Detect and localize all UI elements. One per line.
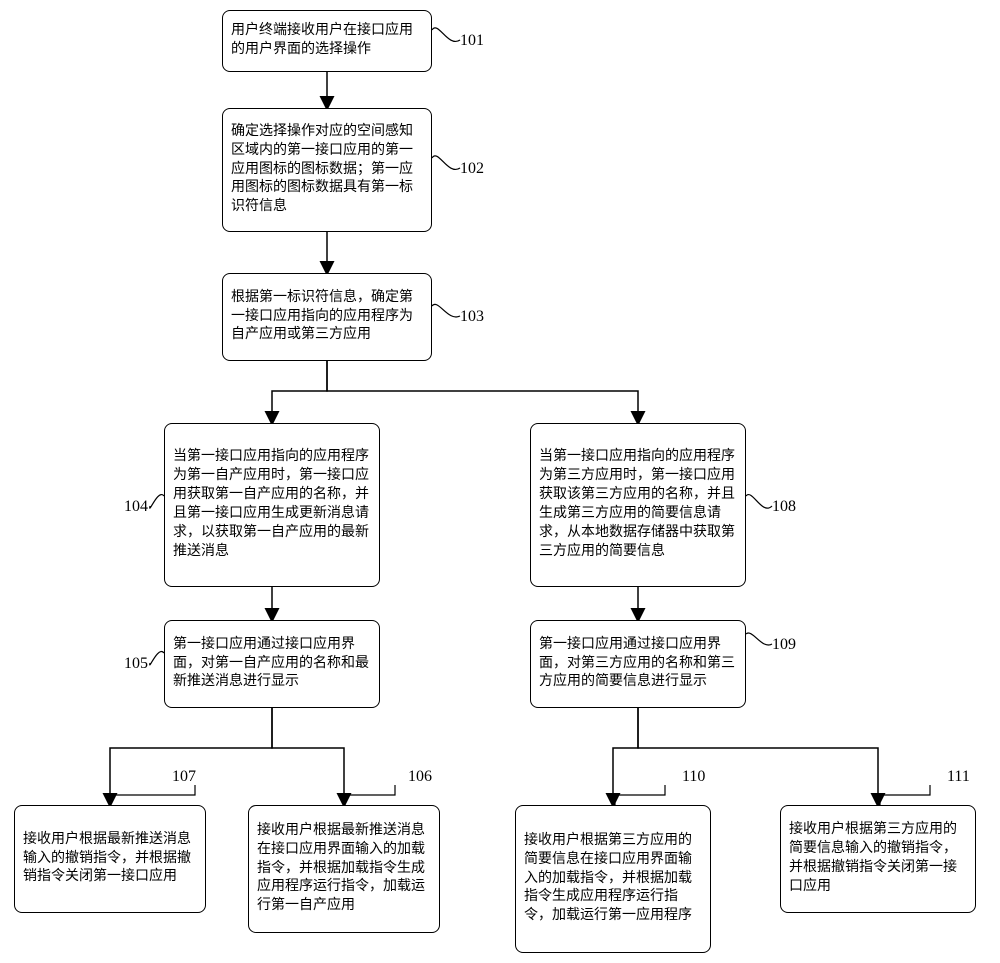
- flowchart-node-n102: 确定选择操作对应的空间感知区域内的第一接口应用的第一应用图标的图标数据；第一应用…: [222, 108, 432, 232]
- node-label-107: 107: [172, 768, 196, 786]
- node-text: 接收用户根据最新推送消息在接口应用界面输入的加载指令，并根据加载指令生成应用程序…: [257, 822, 431, 916]
- node-text: 确定选择操作对应的空间感知区域内的第一接口应用的第一应用图标的图标数据；第一应用…: [231, 123, 423, 217]
- node-text: 接收用户根据最新推送消息输入的撤销指令，并根据撤销指令关闭第一接口应用: [23, 831, 197, 888]
- flowchart-node-n104: 当第一接口应用指向的应用程序为第一自产应用时，第一接口应用获取第一自产应用的名称…: [164, 423, 380, 587]
- node-text: 用户终端接收用户在接口应用的用户界面的选择操作: [231, 22, 423, 60]
- flowchart-node-n105: 第一接口应用通过接口应用界面，对第一自产应用的名称和最新推送消息进行显示: [164, 620, 380, 708]
- node-text: 当第一接口应用指向的应用程序为第一自产应用时，第一接口应用获取第一自产应用的名称…: [173, 448, 371, 561]
- flowchart-node-n108: 当第一接口应用指向的应用程序为第三方应用时，第一接口应用获取该第三方应用的名称，…: [530, 423, 746, 587]
- node-text: 接收用户根据第三方应用的简要信息在接口应用界面输入的加载指令，并根据加载指令生成…: [524, 832, 702, 926]
- flowchart-node-n107: 接收用户根据最新推送消息输入的撤销指令，并根据撤销指令关闭第一接口应用: [14, 805, 206, 913]
- node-label-101: 101: [460, 32, 484, 50]
- flowchart-node-n103: 根据第一标识符信息，确定第一接口应用指向的应用程序为自产应用或第三方应用: [222, 273, 432, 361]
- flowchart-node-n110: 接收用户根据第三方应用的简要信息在接口应用界面输入的加载指令，并根据加载指令生成…: [515, 805, 711, 953]
- node-label-109: 109: [772, 636, 796, 654]
- node-text: 第一接口应用通过接口应用界面，对第一自产应用的名称和最新推送消息进行显示: [173, 636, 371, 693]
- node-label-108: 108: [772, 498, 796, 516]
- node-label-110: 110: [682, 768, 705, 786]
- node-label-111: 111: [947, 768, 970, 786]
- node-label-102: 102: [460, 160, 484, 178]
- node-text: 第一接口应用通过接口应用界面，对第三方应用的名称和第三方应用的简要信息进行显示: [539, 636, 737, 693]
- flowchart-node-n109: 第一接口应用通过接口应用界面，对第三方应用的名称和第三方应用的简要信息进行显示: [530, 620, 746, 708]
- node-label-103: 103: [460, 308, 484, 326]
- node-label-104: 104: [124, 498, 148, 516]
- flowchart-node-n111: 接收用户根据第三方应用的简要信息输入的撤销指令，并根据撤销指令关闭第一接口应用: [780, 805, 976, 913]
- node-text: 接收用户根据第三方应用的简要信息输入的撤销指令，并根据撤销指令关闭第一接口应用: [789, 821, 967, 897]
- node-label-105: 105: [124, 655, 148, 673]
- node-text: 根据第一标识符信息，确定第一接口应用指向的应用程序为自产应用或第三方应用: [231, 289, 423, 346]
- flowchart-node-n106: 接收用户根据最新推送消息在接口应用界面输入的加载指令，并根据加载指令生成应用程序…: [248, 805, 440, 933]
- node-text: 当第一接口应用指向的应用程序为第三方应用时，第一接口应用获取该第三方应用的名称，…: [539, 448, 737, 561]
- node-label-106: 106: [408, 768, 432, 786]
- flowchart-node-n101: 用户终端接收用户在接口应用的用户界面的选择操作: [222, 10, 432, 72]
